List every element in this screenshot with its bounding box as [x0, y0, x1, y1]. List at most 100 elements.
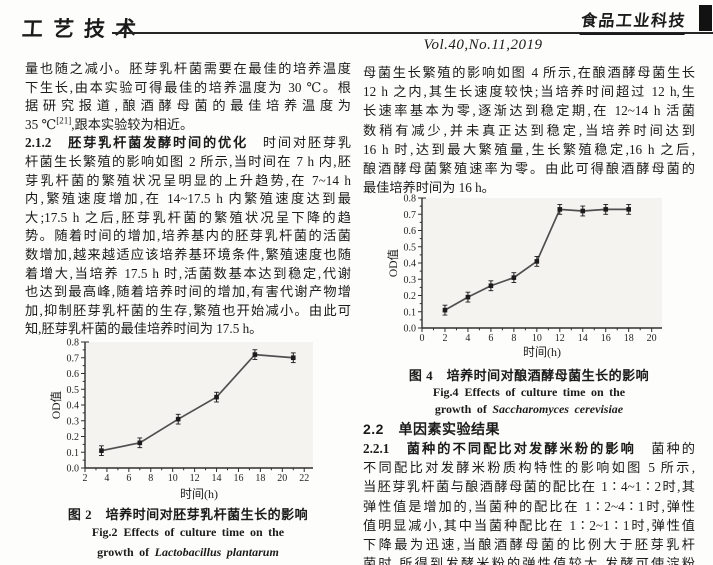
x-tick-label: 22	[299, 473, 309, 484]
y-axis-label: OD值	[50, 390, 63, 419]
text-line: 不同配比对发酵米粉质构特性的影响如图 5 所示,	[363, 460, 695, 476]
x-tick-label: 12	[555, 333, 565, 344]
text-line: 母菌生长繁殖的影响如图 4 所示,在酿酒酵母菌生长	[363, 65, 695, 80]
data-point	[99, 448, 104, 453]
data-point	[488, 283, 494, 289]
text-line: 据研究报道,酿酒酵母菌的最佳培养温度为	[25, 98, 351, 114]
data-point	[137, 440, 143, 446]
text-line: 下降最为迅速,当酿酒酵母菌的比例大于胚芽乳杆	[363, 536, 695, 552]
x-tick-label: 12	[190, 473, 200, 484]
right-column-text-top: 母菌生长繁殖的影响如图 4 所示,在酿酒酵母菌生长 12 h 之内,其生长速度较快…	[363, 63, 695, 197]
fig2-caption-en-line1: Fig.2 Effects of culture time on the	[91, 525, 285, 539]
x-tick-label: 16	[233, 473, 243, 484]
fig2-caption-en-line2: growth of Lactobacillus plantarum	[25, 545, 351, 560]
y-tick-label: 0.7	[404, 210, 417, 221]
data-point	[557, 207, 563, 212]
x-tick-label: 18	[255, 473, 265, 484]
x-tick-label: 20	[647, 333, 657, 344]
x-tick-label: 16	[601, 333, 611, 344]
x-tick-label: 18	[624, 333, 634, 344]
x-axis-label: 时间(h)	[180, 487, 218, 501]
section-heading-2-2: 2.2 单因素实验结果	[363, 421, 500, 437]
journal-title-logo: 食品工业科技	[579, 7, 688, 35]
y-tick-label: 0.4	[404, 259, 417, 270]
fig4-caption-prefix: growth of	[434, 402, 493, 416]
y-tick-label: 0.2	[67, 432, 80, 443]
x-tick-label: 6	[126, 473, 131, 484]
figure4-chart: 0.0 0.1 0.2 0.3 0.4 0.5 0.6 0.7 0.8 0 2 4 6 8 10 12 14 16…	[387, 194, 662, 359]
text-line: 当胚芽乳杆菌与酿酒酵母菌的配比在 1∶4~1∶2时,其	[363, 479, 695, 495]
text-line: 着增大,当培养 17.5 h 时,活菌数基本达到稳定,代谢	[25, 265, 351, 281]
plot-background	[85, 342, 313, 468]
text-line: 最佳培养时间为 16 h。	[363, 180, 495, 196]
y-tick-label: 0.6	[67, 369, 80, 380]
text-line: 2.1.2 胚芽乳杆菌发酵时间的优化 时间对胚芽乳	[25, 135, 352, 151]
text-line: 加,抑制胚芽乳杆菌的生存,繁殖也开始减小。由此可	[25, 302, 351, 318]
text-line: 弹性值是增加的,当菌种的配比在 1∶2~4∶1时,弹性	[363, 498, 695, 514]
right-column-text-bottom: 2.2.1 菌种的不同配比对发酵米粉的影响 菌种的 不同配比对发酵米粉质构特性的影…	[363, 439, 695, 565]
x-tick-label: 10	[168, 473, 178, 484]
y-tick-label: 0.4	[67, 401, 80, 412]
fig4-species-name: Saccharomyces cerevisiae	[492, 402, 624, 416]
data-point	[442, 307, 448, 313]
y-tick-label: 0.3	[67, 416, 80, 427]
data-line	[101, 353, 294, 452]
header-accent-bar	[699, 5, 712, 31]
left-column-text: 量也随之减小。胚芽乳杆菌需要在最佳的培养温度 下生长,由本实验可得最佳的培养温度为…	[25, 60, 351, 339]
text-line: 数增加,越来越适应该培养基环境条件,繁殖速度也随	[25, 246, 351, 262]
figure2-chart: 0.0 0.1 0.2 0.3 0.4 0.5 0.6 0.7 0.8 2 4 6 8 10 12 14 16 1…	[50, 338, 313, 501]
data-point	[534, 259, 540, 264]
x-tick-label: 6	[488, 333, 493, 344]
data-point	[214, 394, 219, 400]
y-tick-label: 0.5	[67, 385, 80, 396]
y-tick-label: 0.5	[404, 242, 417, 253]
fig2-species-name: Lactobacillus plantarum	[154, 545, 279, 559]
fig2-caption-cn: 图 2 培养时间对胚芽乳杆菌生长的影响	[67, 507, 309, 522]
y-tick-label: 0.3	[404, 275, 417, 286]
data-point	[465, 294, 471, 300]
y-tick-label: 0.8	[67, 338, 80, 349]
x-tick-label: 8	[148, 473, 153, 484]
text-line: 也达到最高峰,随着培养时间的增加,有害代谢产物增	[25, 284, 351, 300]
issue-info: Vol.40,No.11,2019	[423, 37, 543, 53]
plot-background	[422, 198, 662, 328]
text-line: 量也随之减小。胚芽乳杆菌需要在最佳的培养温度	[25, 61, 351, 76]
y-tick-label: 0.2	[404, 291, 417, 302]
fig4-caption-cn: 图 4 培养时间对酿酒酵母菌生长的影响	[408, 368, 650, 383]
x-tick-label: 4	[104, 473, 109, 484]
y-tick-label: 0.1	[404, 307, 417, 318]
text-line: 内,繁殖速度增加,在 14~17.5 h 内繁殖速度达到最	[25, 191, 351, 207]
x-tick-label: 20	[277, 473, 287, 484]
text-line: 杆菌生长繁殖的影响如图 2 所示,当时间在 7 h 内,胚	[25, 153, 351, 169]
header-rule	[112, 32, 713, 34]
text-line: 下生长,由本实验可得最佳的培养温度为 30 ℃。根	[25, 79, 351, 95]
y-tick-label: 0.0	[404, 324, 417, 335]
data-point	[175, 416, 181, 422]
x-tick-label: 14	[212, 473, 222, 484]
y-tick-label: 0.6	[404, 226, 417, 237]
x-tick-label: 0	[420, 333, 425, 344]
data-point	[511, 275, 517, 280]
x-axis-label: 时间(h)	[523, 345, 561, 359]
fig4-caption-en-line1: Fig.4 Effects of culture time on the	[432, 385, 626, 399]
text-line: 2.2.1 菌种的不同配比对发酵米粉的影响 菌种的	[363, 441, 695, 456]
text-line: 知,胚芽乳杆菌的最佳培养时间为 17.5 h。	[25, 321, 263, 337]
text-line: 大;17.5 h 之后,胚芽乳杆菌的繁殖状况呈下降的趋	[25, 209, 351, 225]
x-tick-label: 8	[511, 333, 516, 344]
data-point	[290, 355, 296, 361]
text-line: 芽乳杆菌的繁殖状况呈明显的上升趋势,在 7~14 h	[25, 172, 351, 188]
text-line: 势。随着时间的增加,培养基内的胚芽乳杆菌的活菌	[25, 228, 351, 244]
journal-section-logo: 工艺技术	[21, 17, 147, 41]
data-point	[603, 207, 609, 212]
y-tick-label: 0.7	[67, 353, 80, 364]
text-line: 35 ℃[21],跟本实验较为相近。	[25, 115, 194, 132]
y-tick-label: 0.8	[404, 194, 417, 205]
text-line: 酿酒酵母菌繁殖速率为零。由此可得酿酒酵母菌的	[363, 160, 695, 176]
text-line: 数稍有减少,并未真正达到稳定,当培养时间达到	[363, 122, 695, 138]
x-tick-label: 2	[442, 333, 447, 344]
text-line: 12 h 之内,其生长速度较快;当培养时间超过 12 h,生	[363, 84, 695, 100]
fig4-caption-en-line2: growth of Saccharomyces cerevisiae	[363, 402, 695, 417]
data-point	[580, 208, 586, 214]
text-line: 菌时,所得到发酵米粉的弹性值较大,发酵可使淀粉	[363, 556, 695, 565]
y-axis-label: OD值	[387, 248, 400, 277]
